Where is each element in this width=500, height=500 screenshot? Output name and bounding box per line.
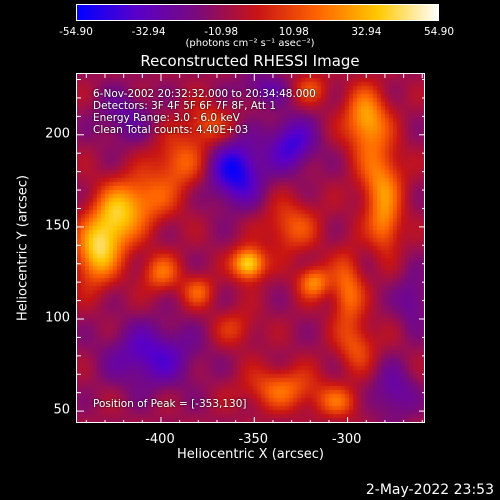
chart-title: Reconstructed RHESSI Image (140, 52, 360, 70)
y-tick-label: 150 (45, 218, 70, 234)
colorbar-unit: (photons cm⁻² s⁻¹ asec⁻²) (185, 38, 315, 49)
y-tick-label: 100 (45, 310, 70, 326)
y-axis-label: Heliocentric Y (arcsec) (15, 175, 31, 321)
y-tick-label: 50 (53, 402, 70, 418)
x-tick-label: -400 (145, 432, 175, 447)
colorbar-tick-label: -32.94 (131, 26, 166, 38)
annotation-detectors: Detectors: 3F 4F 5F 6F 7F 8F, Att 1 (93, 100, 277, 112)
plot-ticks (77, 74, 424, 422)
colorbar (76, 4, 439, 21)
colorbar-tick-label: -10.98 (204, 26, 239, 38)
x-tick-label: -350 (238, 432, 269, 447)
colorbar-tick-label: 10.98 (278, 26, 309, 38)
footer-timestamp: 2-May-2022 23:53 (365, 482, 494, 498)
colorbar-tick-label: -54.90 (59, 26, 93, 38)
colorbar-tick-label: 54.90 (423, 26, 455, 38)
y-tick-label: 200 (45, 126, 70, 142)
x-axis-label: Heliocentric X (arcsec) (177, 447, 324, 462)
annotation-time-range: 6-Nov-2002 20:32:32.000 to 20:34:48.000 (93, 88, 316, 100)
annotation-peak: Position of Peak = [-353,130] (93, 398, 247, 410)
annotation-clean: Clean Total counts: 4.40E+03 (93, 124, 249, 136)
colorbar-tick-label: 32.94 (351, 26, 382, 38)
plot-area: 6-Nov-2002 20:32:32.000 to 20:34:48.000 … (76, 73, 425, 423)
heatmap-image (77, 74, 424, 422)
x-tick-label: -300 (331, 432, 362, 447)
annotation-energy: Energy Range: 3.0 - 6.0 keV (93, 112, 240, 124)
